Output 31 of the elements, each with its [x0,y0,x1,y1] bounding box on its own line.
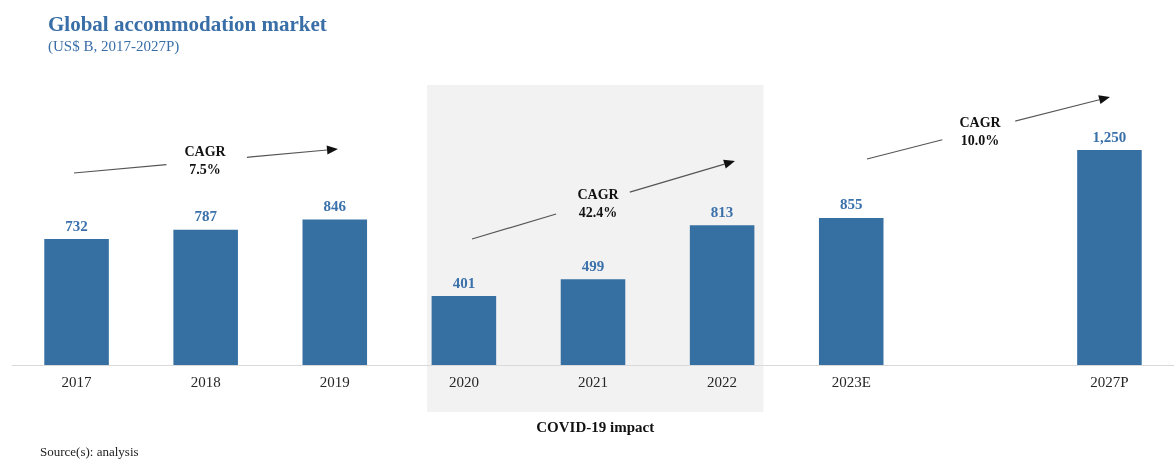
bar [302,219,368,365]
data-label: 499 [581,257,605,274]
x-tick-label: 2017 [61,373,93,390]
data-label: 401 [452,274,476,291]
bar [431,296,497,365]
source-note: Source(s): analysis [40,444,139,459]
band-label: COVID-19 impact [536,418,655,436]
bar [689,225,755,365]
chart-title: Global accommodation market [48,12,327,36]
text: CAGR 10.0% [959,114,1001,150]
x-tick-label: 2021 [578,373,608,390]
bar [173,229,238,365]
bar [560,279,626,365]
x-tick-label: 2023E [831,373,871,390]
bar [44,239,109,365]
x-tick-label: 2018 [190,373,221,390]
bar [818,217,884,365]
data-label: 855 [839,196,863,213]
chart-subtitle: (US$ B, 2017-2027P) [48,37,180,55]
x-tick-label: 2027P [1090,373,1129,390]
data-label: 732 [65,217,88,234]
data-label: 1,250 [1092,128,1127,145]
x-tick-label: 2019 [319,373,350,390]
annotation: CAGR 7.5% [184,143,226,179]
x-tick-label: 2022 [707,373,738,390]
data-label: 813 [710,203,734,220]
data-label: 787 [194,208,218,225]
x-tick-label: 2020 [448,373,479,390]
annotation: CAGR 42.4% [577,186,619,222]
data-label: 846 [323,197,347,214]
bar [1077,150,1142,365]
